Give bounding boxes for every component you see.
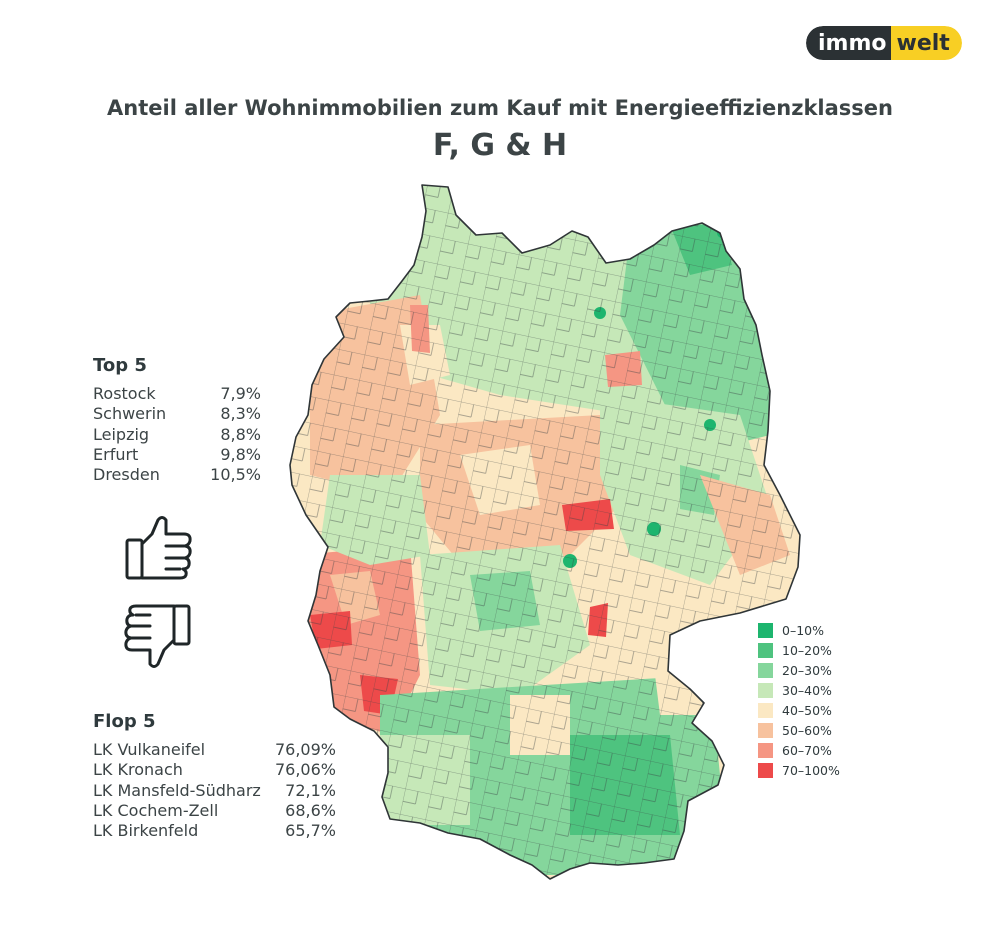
map-title: Anteil aller Wohnimmobilien zum Kauf mit… [107,96,893,120]
legend-item: 20–30% [758,660,840,680]
legend-label: 0–10% [782,622,824,638]
region-value: 8,8% [220,424,261,444]
region-value: 9,8% [220,444,261,464]
region-value: 65,7% [285,821,336,841]
legend-swatch [758,642,773,658]
region-name: LK Vulkaneifel [93,740,206,759]
legend-swatch [758,702,773,718]
list-item: LK Birkenfeld 65,7% [93,821,336,841]
list-item: Leipzig 8,8% [93,425,261,445]
top5-heading: Top 5 [93,355,147,376]
legend-item: 40–50% [758,700,840,720]
legend-label: 10–20% [782,642,832,658]
legend-item: 70–100% [758,760,840,780]
legend-label: 70–100% [782,762,840,778]
legend-swatch [758,762,773,778]
legend-item: 10–20% [758,640,840,660]
legend-label: 40–50% [782,702,832,718]
legend-item: 60–70% [758,740,840,760]
region-name: Dresden [93,465,160,485]
list-item: Dresden 10,5% [93,465,261,485]
region-name: LK Birkenfeld [93,821,199,841]
region-name: LK Mansfeld-Südharz [93,780,261,800]
region-value: 8,3% [220,404,261,424]
legend-swatch [758,662,773,678]
region-name: LK Cochem-Zell [93,800,219,820]
legend-item: 30–40% [758,680,840,700]
legend-label: 20–30% [782,662,832,678]
legend-label: 30–40% [782,682,832,698]
germany-choropleth-map [289,184,801,880]
top5-list: Rostock 7,9% Schwerin 8,3% Leipzig 8,8% Erf… [93,384,261,485]
flop5-list: LK Vulkaneifel 76,09% LK Kronach 76,06% LK… [93,740,336,841]
legend-label: 60–70% [782,742,832,758]
legend-item: 50–60% [758,720,840,740]
region-value: 72,1% [285,780,336,800]
region-value: 76,06% [274,760,336,780]
list-item: Erfurt 9,8% [93,445,261,465]
legend-swatch [758,742,773,758]
list-item: LK Mansfeld-Südharz 72,1% [93,781,336,801]
region-value: 10,5% [210,465,261,485]
list-item: LK Cochem-Zell 68,6% [93,801,336,821]
region-name: Erfurt [93,444,139,464]
logo-part-welt: welt [890,26,962,60]
list-item: LK Vulkaneifel 76,09% [93,740,336,760]
legend-item: 0–10% [758,620,840,640]
legend-swatch [758,682,773,698]
map-legend: 0–10% 10–20% 20–30% 30–40% 40–50% 50–60%… [758,620,840,780]
region-name: Leipzig [93,424,150,444]
region-value: 7,9% [220,384,261,403]
legend-swatch [758,722,773,738]
region-name: LK Kronach [93,760,183,780]
region-value: 68,6% [285,800,336,820]
legend-swatch [758,622,773,638]
region-name: Rostock [93,384,156,403]
region-value: 76,09% [274,740,336,759]
map-subtitle: F, G & H [432,128,568,163]
legend-label: 50–60% [782,722,832,738]
list-item: Schwerin 8,3% [93,404,261,424]
logo-part-immo: immo [806,26,891,60]
region-name: Schwerin [93,404,167,424]
list-item: Rostock 7,9% [93,384,261,404]
list-item: LK Kronach 76,06% [93,760,336,780]
thumbs-down-icon [124,604,191,668]
thumbs-up-icon [125,516,192,580]
immowelt-logo: immo welt [806,26,962,60]
flop5-heading: Flop 5 [93,711,156,732]
